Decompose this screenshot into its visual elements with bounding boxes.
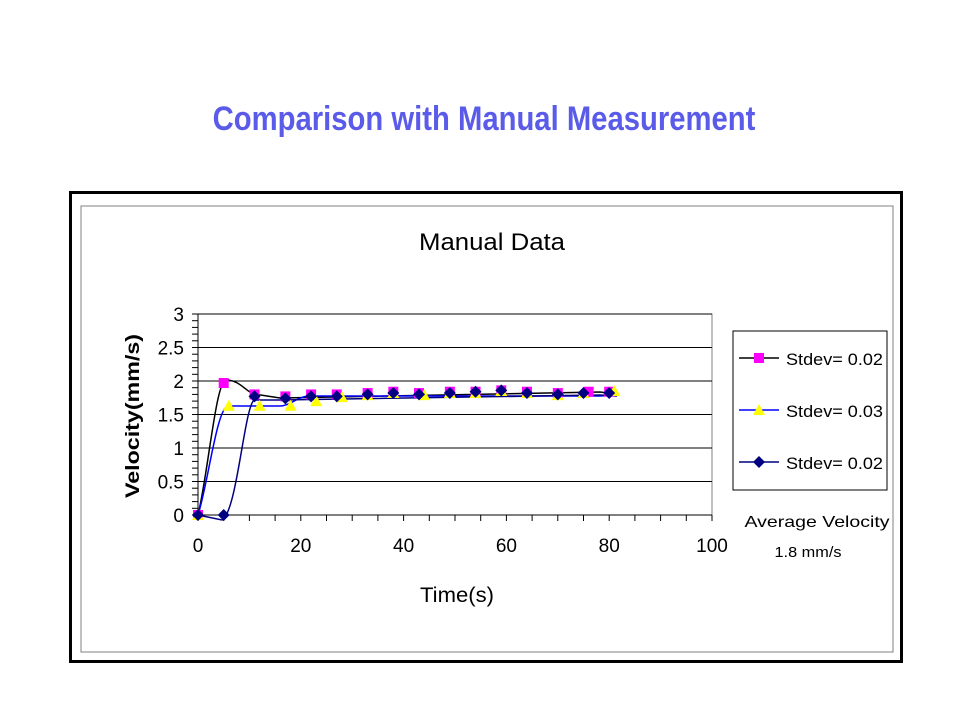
data-point-diamond [192,509,204,521]
diamond-marker-icon [753,456,765,468]
x-tick-label: 40 [393,536,414,557]
x-tick-label: 60 [496,536,517,557]
data-point-triangle [253,399,266,411]
data-point-diamond [551,388,564,401]
y-tick-label: 2 [173,372,184,393]
x-tick-labels: 0 20 40 60 80 100 [193,536,728,557]
y-tick-label: 0 [173,506,184,527]
data-point-triangle [284,399,297,411]
legend-item: Stdev= 0.03 [739,402,883,421]
legend-label: Stdev= 0.02 [786,350,883,369]
y-tick-label: 1.5 [158,406,184,427]
slide-title: Comparison with Manual Measurement [212,100,756,138]
data-point-diamond [387,387,400,400]
y-tick-labels: 0 0.5 1 1.5 2 2.5 3 [158,305,184,527]
legend-item: Stdev= 0.02 [739,350,883,369]
y-tick-label: 0.5 [158,473,184,494]
gridlines [198,313,712,482]
data-point-square [218,378,229,389]
triangle-marker-icon [753,404,765,415]
data-point-diamond [577,387,590,400]
x-tick-label: 80 [599,536,620,557]
data-point-diamond [469,385,482,398]
axes [192,313,713,521]
chart-title: Manual Data [419,229,566,256]
annotation-velocity-value: 1.8 mm/s [775,544,842,561]
x-axis-label: Time(s) [420,584,494,607]
data-point-diamond [330,390,343,403]
chart-frame: Manual Data 0 0.5 1 1.5 2 2.5 3 0 20 40 60 80 100 V… [69,191,903,663]
data-point-diamond [520,387,533,400]
series-markers [192,378,621,521]
y-tick-label: 1 [173,439,184,460]
data-point-diamond [217,509,230,521]
y-tick-label: 3 [173,305,184,326]
legend-label: Stdev= 0.03 [786,402,883,421]
y-axis-label: Velocity(mm/s) [123,334,144,498]
x-tick-label: 0 [193,536,204,557]
annotation-average-velocity: Average Velocity [745,514,890,531]
data-point-diamond [248,390,261,403]
data-point-triangle [310,395,323,407]
data-point-diamond [279,392,292,405]
x-tick-label: 100 [696,536,728,557]
data-point-diamond [603,387,616,400]
legend-item: Stdev= 0.02 [739,454,883,473]
data-point-diamond [495,384,508,397]
x-tick-label: 20 [290,536,311,557]
data-point-square [583,386,594,397]
square-marker-icon [754,353,764,363]
data-point-diamond [443,387,456,400]
data-point-diamond [361,388,374,401]
legend-label: Stdev= 0.02 [786,454,883,473]
data-point-triangle [222,399,235,411]
y-tick-label: 2.5 [158,339,184,360]
data-point-diamond [413,388,426,401]
data-point-diamond [305,390,318,403]
chart: Manual Data 0 0.5 1 1.5 2 2.5 3 0 20 40 60 80 100 V… [80,205,894,653]
